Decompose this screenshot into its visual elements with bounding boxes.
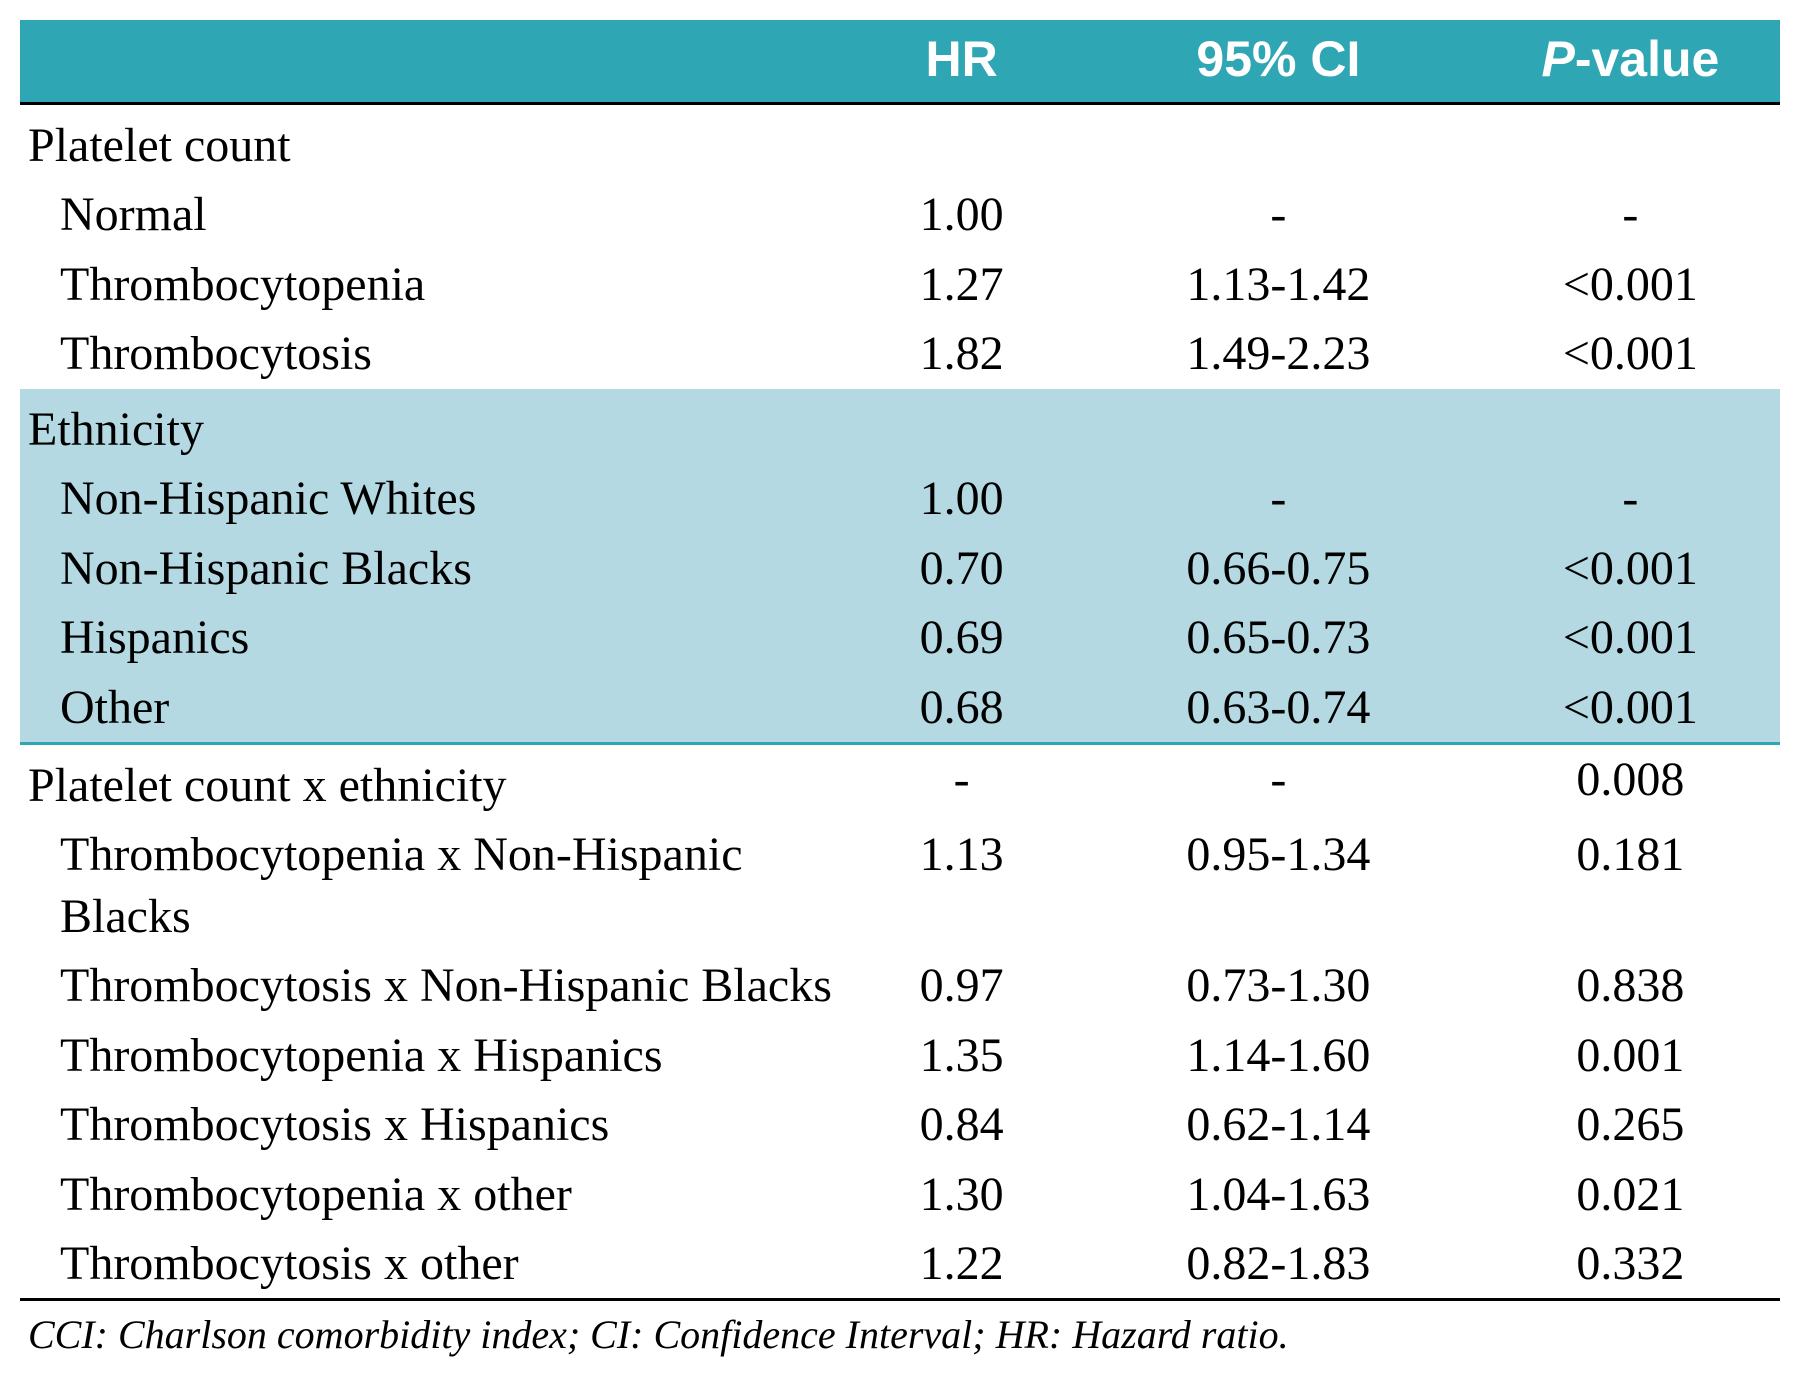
row-label: Thrombocytopenia x Non-Hispanic Blacks: [20, 820, 847, 951]
row-ci: 1.14-1.60: [1076, 1021, 1481, 1090]
row-pvalue: -: [1481, 180, 1780, 249]
row-pvalue: 0.332: [1481, 1229, 1780, 1300]
table-row: Thrombocytosis x other1.220.82-1.830.332: [20, 1229, 1780, 1300]
statistics-table: HR 95% CI P-value Platelet countNormal1.…: [20, 20, 1780, 1369]
col-header-ci: 95% CI: [1076, 20, 1481, 104]
table-row: Thrombocytosis x Non-Hispanic Blacks0.97…: [20, 951, 1780, 1020]
table-row: Normal1.00--: [20, 180, 1780, 249]
table-row: Other0.680.63-0.74<0.001: [20, 673, 1780, 744]
row-ci: 0.95-1.34: [1076, 820, 1481, 951]
section-title: Platelet count: [20, 104, 847, 181]
row-ci: 0.66-0.75: [1076, 534, 1481, 603]
row-hr: 0.97: [847, 951, 1076, 1020]
section-pvalue: [1481, 389, 1780, 464]
section-ci: [1076, 104, 1481, 181]
row-pvalue: <0.001: [1481, 319, 1780, 388]
row-pvalue: <0.001: [1481, 250, 1780, 319]
row-hr: 0.68: [847, 673, 1076, 744]
row-pvalue: <0.001: [1481, 673, 1780, 744]
table-row: Hispanics0.690.65-0.73<0.001: [20, 603, 1780, 672]
table-header: HR 95% CI P-value: [20, 20, 1780, 104]
row-hr: 1.00: [847, 180, 1076, 249]
row-label: Hispanics: [20, 603, 847, 672]
row-pvalue: <0.001: [1481, 534, 1780, 603]
col-header-label: [20, 20, 847, 104]
row-ci: 1.13-1.42: [1076, 250, 1481, 319]
row-pvalue: 0.265: [1481, 1090, 1780, 1159]
row-label: Non-Hispanic Whites: [20, 464, 847, 533]
row-hr: 1.00: [847, 464, 1076, 533]
row-label: Other: [20, 673, 847, 744]
row-label: Normal: [20, 180, 847, 249]
table-row: Thrombocytopenia1.271.13-1.42<0.001: [20, 250, 1780, 319]
statistics-table-container: HR 95% CI P-value Platelet countNormal1.…: [20, 20, 1780, 1369]
row-label: Thrombocytopenia x other: [20, 1160, 847, 1229]
section-pvalue: 0.008: [1481, 743, 1780, 820]
row-hr: 0.70: [847, 534, 1076, 603]
row-ci: 0.73-1.30: [1076, 951, 1481, 1020]
section-pvalue: [1481, 104, 1780, 181]
row-hr: 1.13: [847, 820, 1076, 951]
section-hr: [847, 389, 1076, 464]
row-label: Thrombocytosis x other: [20, 1229, 847, 1300]
row-pvalue: 0.001: [1481, 1021, 1780, 1090]
table-row: Non-Hispanic Blacks0.700.66-0.75<0.001: [20, 534, 1780, 603]
row-pvalue: 0.021: [1481, 1160, 1780, 1229]
row-label: Thrombocytosis x Non-Hispanic Blacks: [20, 951, 847, 1020]
table-section-header: Ethnicity: [20, 389, 1780, 464]
row-ci: 1.49-2.23: [1076, 319, 1481, 388]
pvalue-prefix: P: [1541, 31, 1574, 87]
row-ci: 0.65-0.73: [1076, 603, 1481, 672]
table-row: Thrombocytopenia x Non-Hispanic Blacks1.…: [20, 820, 1780, 951]
table-row: Non-Hispanic Whites1.00--: [20, 464, 1780, 533]
section-title: Platelet count x ethnicity: [20, 743, 847, 820]
table-body: Platelet countNormal1.00--Thrombocytopen…: [20, 104, 1780, 1369]
row-hr: 1.35: [847, 1021, 1076, 1090]
row-hr: 0.69: [847, 603, 1076, 672]
table-section-header: Platelet count x ethnicity--0.008: [20, 743, 1780, 820]
row-hr: 1.82: [847, 319, 1076, 388]
row-label: Thrombocytopenia x Hispanics: [20, 1021, 847, 1090]
row-label: Thrombocytosis: [20, 319, 847, 388]
row-hr: 0.84: [847, 1090, 1076, 1159]
section-title: Ethnicity: [20, 389, 847, 464]
row-hr: 1.22: [847, 1229, 1076, 1300]
row-label: Thrombocytosis x Hispanics: [20, 1090, 847, 1159]
row-ci: 0.62-1.14: [1076, 1090, 1481, 1159]
table-footnote-row: CCI: Charlson comorbidity index; CI: Con…: [20, 1300, 1780, 1369]
col-header-hr: HR: [847, 20, 1076, 104]
col-header-pvalue: P-value: [1481, 20, 1780, 104]
table-row: Thrombocytosis1.821.49-2.23<0.001: [20, 319, 1780, 388]
row-label: Thrombocytopenia: [20, 250, 847, 319]
row-hr: 1.30: [847, 1160, 1076, 1229]
row-pvalue: <0.001: [1481, 603, 1780, 672]
row-ci: 0.82-1.83: [1076, 1229, 1481, 1300]
table-row: Thrombocytopenia x other1.301.04-1.630.0…: [20, 1160, 1780, 1229]
section-ci: [1076, 389, 1481, 464]
row-ci: 1.04-1.63: [1076, 1160, 1481, 1229]
row-label: Non-Hispanic Blacks: [20, 534, 847, 603]
row-pvalue: 0.181: [1481, 820, 1780, 951]
section-hr: -: [847, 743, 1076, 820]
row-ci: -: [1076, 180, 1481, 249]
row-pvalue: 0.838: [1481, 951, 1780, 1020]
table-row: Thrombocytopenia x Hispanics1.351.14-1.6…: [20, 1021, 1780, 1090]
table-footnote: CCI: Charlson comorbidity index; CI: Con…: [20, 1300, 1780, 1369]
table-row: Thrombocytosis x Hispanics0.840.62-1.140…: [20, 1090, 1780, 1159]
section-hr: [847, 104, 1076, 181]
section-ci: -: [1076, 743, 1481, 820]
row-ci: 0.63-0.74: [1076, 673, 1481, 744]
row-pvalue: -: [1481, 464, 1780, 533]
row-hr: 1.27: [847, 250, 1076, 319]
table-section-header: Platelet count: [20, 104, 1780, 181]
row-ci: -: [1076, 464, 1481, 533]
